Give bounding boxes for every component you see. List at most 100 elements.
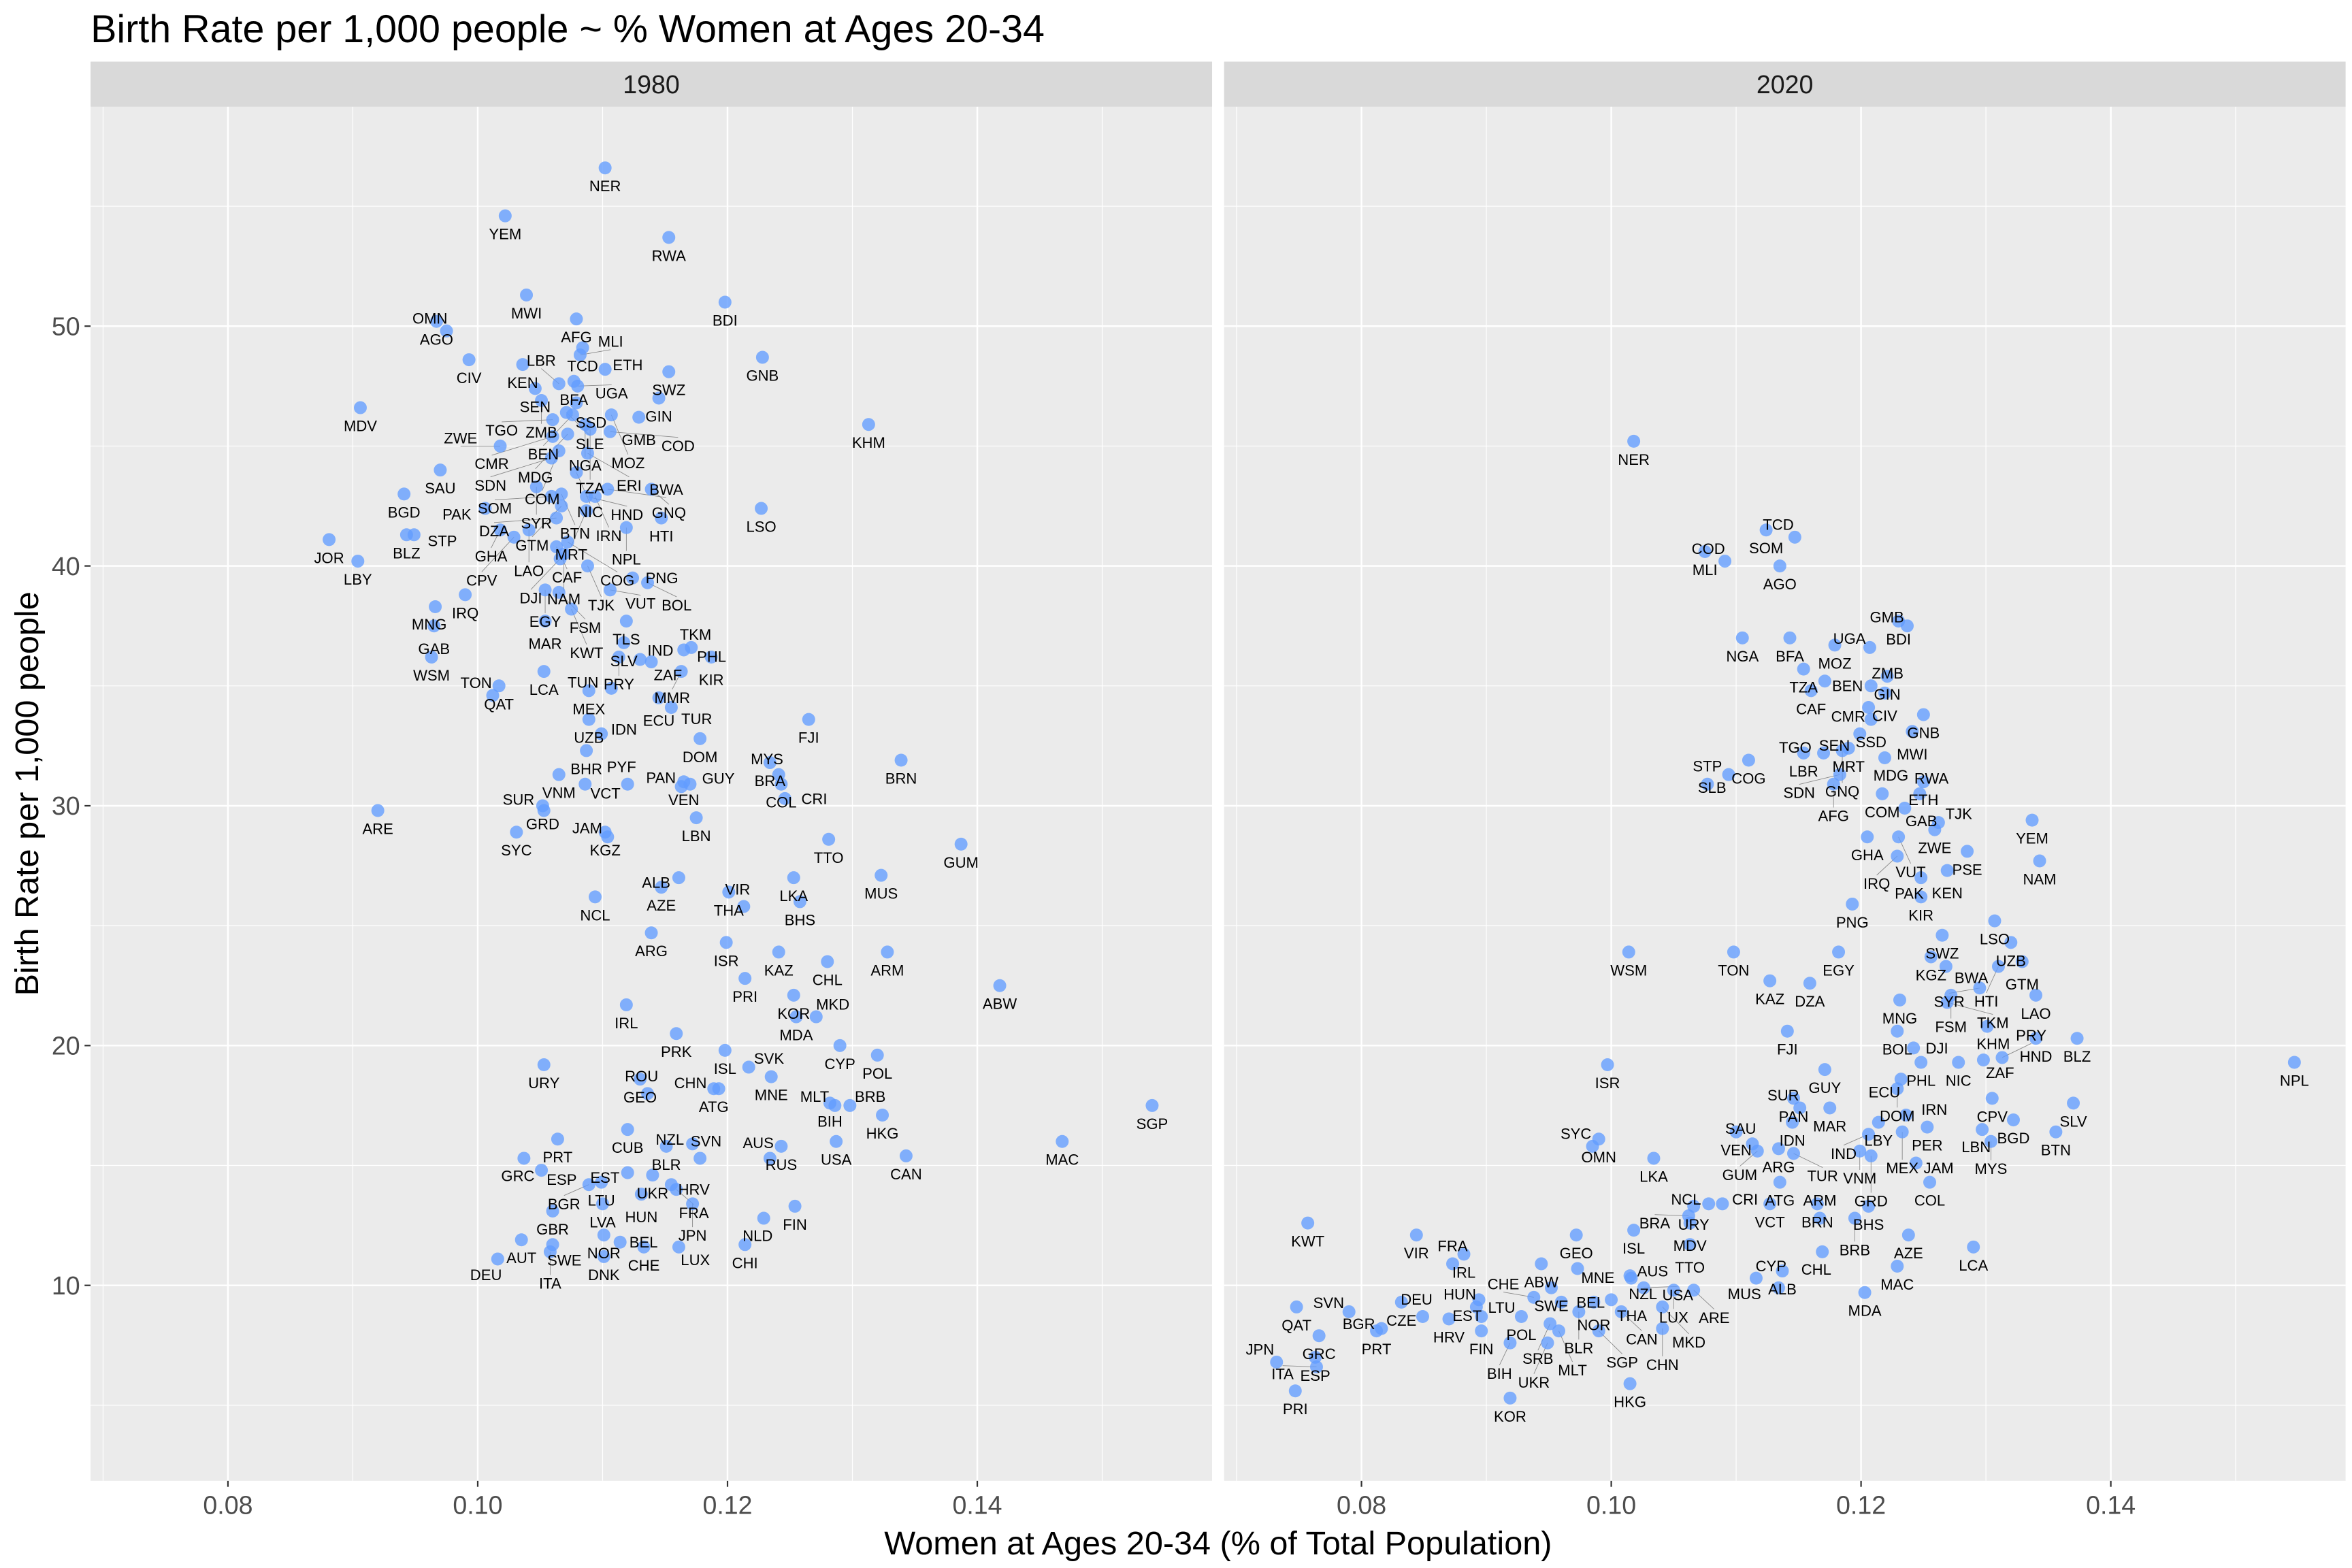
point-label-1980-SYC: SYC (501, 842, 532, 859)
data-point-1980-AUS (763, 1152, 777, 1165)
point-label-2020-CAF: CAF (1796, 700, 1826, 717)
data-point-2020-DJI (1907, 1041, 1921, 1055)
point-label-2020-BRA: BRA (1639, 1215, 1671, 1232)
point-label-1980-LCA: LCA (529, 681, 559, 698)
x-tick-label: 0.10 (1586, 1490, 1636, 1519)
data-point-1980-ITA (543, 1245, 557, 1258)
data-point-2020-CHL (1816, 1245, 1829, 1258)
data-point-1980-SWZ (662, 365, 676, 378)
point-label-2020-PHL: PHL (1906, 1072, 1936, 1089)
data-point-2020-NER (1627, 434, 1641, 448)
point-label-1980-AUT: AUT (506, 1250, 536, 1267)
point-label-1980-ROU: ROU (625, 1068, 658, 1085)
data-point-1980-HKG (876, 1109, 889, 1122)
point-label-2020-EGY: EGY (1823, 962, 1855, 979)
point-label-2020-LUX: LUX (1659, 1309, 1688, 1326)
point-label-1980-KAZ: KAZ (764, 962, 794, 979)
point-label-2020-HKG: HKG (1614, 1394, 1646, 1411)
point-label-2020-BTN: BTN (2041, 1142, 2071, 1159)
label-leader-line (502, 419, 553, 423)
point-label-1980-SSD: SSD (576, 414, 606, 431)
point-label-1980-BHS: BHS (785, 911, 815, 928)
point-label-1980-USA: USA (821, 1152, 852, 1169)
data-point-1980-CHE (637, 1240, 651, 1254)
label-leader-line (587, 453, 630, 478)
data-point-1980-GAB (427, 619, 441, 633)
data-point-1980-IRN (588, 489, 602, 503)
point-label-1980-KWT: KWT (570, 644, 603, 662)
label-leader-line (567, 541, 618, 572)
point-label-2020-USA: USA (1663, 1286, 1694, 1303)
point-label-2020-HRV: HRV (1433, 1328, 1465, 1345)
data-point-2020-ABW (1535, 1257, 1548, 1271)
point-label-1980-HKG: HKG (866, 1125, 899, 1142)
x-tick-label: 0.14 (952, 1490, 1002, 1519)
data-point-2020-ZMB (1864, 679, 1878, 693)
point-label-2020-UZB: UZB (1996, 952, 2026, 969)
data-point-1980-COD (603, 425, 617, 438)
point-label-1980-SLV: SLV (610, 653, 638, 670)
data-point-2020-WSM (1622, 945, 1635, 959)
point-label-1980-ERI: ERI (617, 477, 642, 494)
data-point-2020-MLI (1698, 544, 1712, 558)
point-label-1980-COM: COM (525, 491, 560, 508)
point-label-2020-IDN: IDN (1780, 1132, 1806, 1149)
data-point-1980-ISL (718, 1043, 732, 1057)
data-point-2020-PHL (1914, 1056, 1928, 1069)
point-label-2020-ARG: ARG (1763, 1158, 1795, 1175)
point-label-1980-BWA: BWA (649, 481, 683, 498)
point-label-1980-MYS: MYS (751, 751, 783, 768)
point-label-2020-VUT: VUT (1895, 864, 1925, 881)
point-label-2020-FJI: FJI (1777, 1041, 1798, 1058)
label-leader-line (495, 495, 552, 500)
point-label-2020-CMR: CMR (1831, 708, 1865, 725)
point-label-2020-MLT: MLT (1558, 1362, 1587, 1379)
data-point-1980-CHI (738, 1238, 752, 1252)
y-axis-title: Birth Rate per 1,000 people (9, 591, 46, 996)
point-label-1980-GMB: GMB (622, 431, 656, 448)
data-point-1980-ISR (719, 936, 733, 949)
data-point-2020-GIN (1880, 670, 1894, 683)
point-label-2020-HND: HND (2020, 1048, 2053, 1065)
point-label-1980-GNB: GNB (746, 368, 779, 385)
data-point-1980-BRA (763, 756, 777, 770)
point-label-1980-SUR: SUR (503, 791, 535, 808)
data-point-1980-GIN (652, 391, 666, 405)
x-tick-label: 0.08 (1337, 1490, 1386, 1519)
data-point-2020-BEL (1554, 1295, 1568, 1309)
data-point-1980-EST (621, 1166, 634, 1179)
data-point-2020-BHS (1862, 1199, 1876, 1213)
data-point-2020-BGR (1375, 1322, 1388, 1335)
point-label-1980-DJI: DJI (519, 589, 542, 606)
data-point-2020-KIR (1914, 890, 1928, 904)
y-tick-label: 40 (52, 552, 80, 581)
point-label-2020-ARM: ARM (1803, 1192, 1837, 1209)
point-label-2020-SYC: SYC (1561, 1126, 1591, 1143)
data-point-2020-PAN (1786, 1092, 1800, 1105)
point-label-1980-GUY: GUY (702, 770, 735, 787)
data-point-2020-IDN (1786, 1115, 1799, 1129)
point-label-2020-BHS: BHS (1853, 1216, 1884, 1233)
data-point-1980-TZA (583, 423, 597, 436)
point-label-1980-GNQ: GNQ (652, 504, 686, 521)
point-label-2020-NER: NER (1618, 451, 1650, 468)
point-label-1980-WSM: WSM (413, 667, 450, 684)
point-label-1980-NZL: NZL (655, 1131, 684, 1148)
x-axis-title: Women at Ages 20-34 (% of Total Populati… (884, 1525, 1552, 1562)
data-point-2020-ESP (1309, 1350, 1322, 1364)
point-label-1980-ARE: ARE (362, 820, 393, 837)
point-label-2020-SLB: SLB (1698, 779, 1727, 796)
data-point-2020-HUN (1469, 1300, 1483, 1313)
point-label-1980-EST: EST (590, 1169, 619, 1186)
data-point-2020-LTU (1475, 1310, 1488, 1324)
point-label-1980-MOZ: MOZ (611, 455, 644, 472)
point-label-2020-ESP: ESP (1301, 1367, 1330, 1384)
data-point-1980-GNB (755, 350, 769, 364)
point-label-1980-BFA: BFA (559, 391, 588, 408)
data-point-1980-PAK (478, 502, 492, 515)
point-label-2020-GRD: GRD (1855, 1193, 1888, 1210)
point-label-1980-LVA: LVA (589, 1213, 616, 1230)
data-point-2020-PAK (1914, 871, 1928, 885)
point-label-1980-CHI: CHI (732, 1254, 758, 1271)
point-label-1980-CHE: CHE (628, 1257, 660, 1274)
